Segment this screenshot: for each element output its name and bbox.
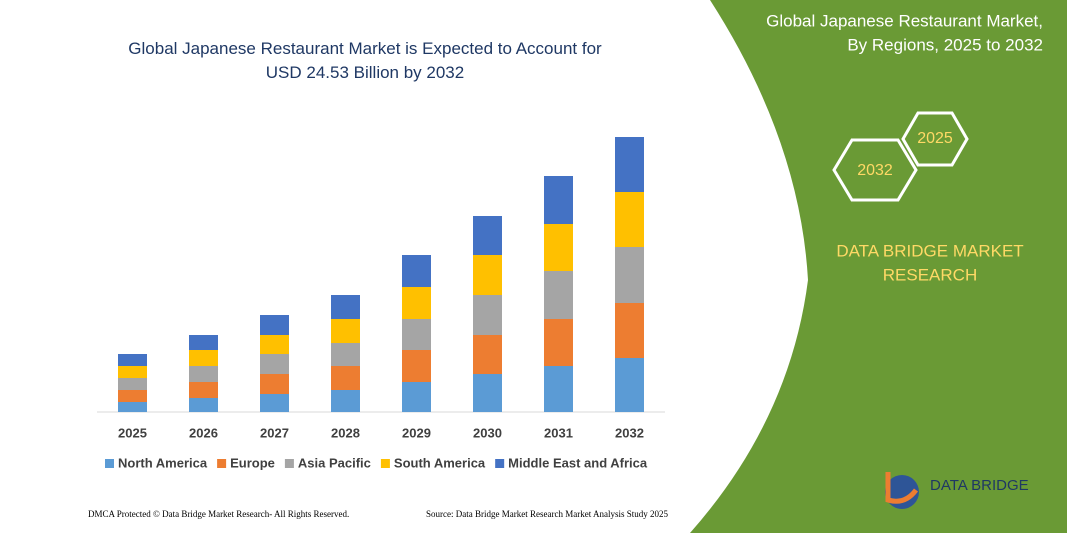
green-panel — [690, 0, 1067, 533]
legend-label: South America — [394, 455, 486, 470]
bar-segment — [189, 366, 218, 382]
bar-segment — [260, 394, 289, 412]
bar-segment — [331, 390, 360, 412]
bar-segment — [544, 319, 573, 366]
legend-swatch — [284, 459, 294, 468]
hexagon — [832, 138, 918, 202]
bar-segment — [331, 343, 360, 366]
bar-segment — [331, 366, 360, 390]
bar-segment — [473, 374, 502, 412]
bar-segment — [473, 216, 502, 255]
x-tick-label: 2030 — [473, 425, 502, 440]
footer-right: Source: Data Bridge Market Research Mark… — [426, 509, 668, 519]
legend-swatch — [105, 459, 114, 468]
panel-title: By Regions, 2025 to 2032 — [847, 35, 1043, 54]
bar-segment — [544, 224, 573, 271]
bar-segment — [331, 295, 360, 319]
bar-segment — [118, 354, 147, 366]
bar-segment — [331, 319, 360, 343]
legend-label: North America — [118, 455, 208, 470]
bar-segment — [118, 402, 147, 412]
legend-label: Asia Pacific — [298, 455, 371, 470]
bar-segment — [260, 315, 289, 335]
bar-segment — [260, 374, 289, 394]
x-tick-label: 2029 — [402, 425, 431, 440]
bar-segment — [473, 335, 502, 374]
bar-segment — [544, 366, 573, 412]
bar-segment — [260, 354, 289, 374]
bar-segment — [402, 319, 431, 350]
plot: 2025 2026 2027 2028 2029 2030 2031 2032 North Am… — [105, 137, 648, 470]
bar-segment — [615, 192, 644, 247]
bar-segment — [544, 176, 573, 224]
hexagon — [901, 111, 969, 167]
chart-title: Global Japanese Restaurant Market is Exp… — [128, 39, 602, 82]
legend-label: Middle East and Africa — [508, 455, 648, 470]
panel-title: Global Japanese Restaurant Market, — [766, 11, 1043, 30]
logo-icon — [885, 472, 919, 504]
bar-segment — [402, 255, 431, 287]
brand-text: DATA BRIDGE MARKET — [836, 241, 1023, 260]
bar-segment — [189, 382, 218, 398]
x-tick-label: 2032 — [615, 425, 644, 440]
legend-label: Europe — [230, 455, 275, 470]
bar-segment — [118, 378, 147, 390]
bar-segment — [402, 350, 431, 382]
brand-text: RESEARCH — [883, 265, 977, 284]
hex-label: 2032 — [857, 162, 893, 179]
hex-label: 2025 — [917, 130, 953, 147]
legend-swatch — [495, 459, 505, 468]
legend-swatch — [217, 459, 227, 468]
bar-segment — [118, 390, 147, 402]
x-tick-label: 2026 — [189, 425, 218, 440]
x-tick-label: 2025 — [118, 425, 147, 440]
bar-segment — [615, 303, 644, 358]
bar-segment — [615, 137, 644, 192]
bar-segment — [473, 295, 502, 335]
x-tick-label: 2028 — [331, 425, 360, 440]
bar-segment — [118, 366, 147, 378]
logo-text: DATA BRIDGE — [930, 477, 1029, 494]
bar-segment — [473, 255, 502, 295]
bar-segment — [260, 335, 289, 354]
bar-segment — [615, 358, 644, 412]
bar-segment — [402, 382, 431, 412]
footer-left: DMCA Protected © Data Bridge Market Rese… — [88, 509, 349, 519]
bar-segment — [615, 247, 644, 303]
bar-segment — [544, 271, 573, 319]
bar-segment — [189, 335, 218, 350]
bar-segment — [402, 287, 431, 319]
legend-swatch — [380, 459, 390, 468]
bar-segment — [189, 398, 218, 412]
x-tick-label: 2027 — [260, 425, 289, 440]
bar-segment — [189, 350, 218, 366]
x-tick-label: 2031 — [544, 425, 573, 440]
